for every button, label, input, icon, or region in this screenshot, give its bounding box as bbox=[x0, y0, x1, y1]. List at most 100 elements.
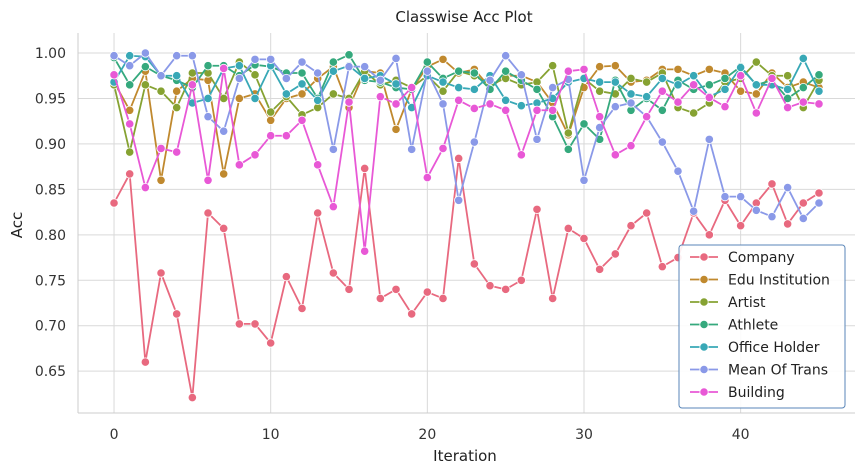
data-point bbox=[172, 51, 182, 61]
data-point bbox=[751, 89, 761, 99]
data-point bbox=[563, 223, 573, 234]
series-mean-of-trans bbox=[109, 48, 824, 224]
data-point bbox=[579, 119, 589, 129]
data-point bbox=[140, 48, 150, 58]
data-point bbox=[140, 182, 150, 193]
data-point bbox=[234, 160, 244, 170]
data-point bbox=[328, 66, 338, 76]
data-point bbox=[360, 62, 370, 72]
data-point bbox=[328, 202, 338, 212]
data-point bbox=[736, 192, 746, 202]
series-line bbox=[113, 67, 820, 253]
data-point bbox=[751, 108, 761, 118]
data-point bbox=[501, 66, 511, 76]
y-axis-title: Acc bbox=[8, 212, 26, 239]
data-point bbox=[203, 61, 213, 71]
data-point bbox=[610, 150, 620, 160]
data-point bbox=[673, 97, 683, 107]
data-point bbox=[203, 208, 213, 218]
data-point bbox=[767, 179, 777, 189]
data-point bbox=[798, 198, 808, 208]
data-point bbox=[610, 61, 620, 71]
series-line bbox=[113, 157, 820, 399]
legend-marker bbox=[699, 274, 709, 285]
data-point bbox=[657, 262, 667, 272]
legend-marker bbox=[699, 364, 709, 375]
data-point bbox=[626, 73, 636, 84]
data-point bbox=[109, 198, 119, 208]
data-point bbox=[407, 82, 417, 93]
data-point bbox=[187, 51, 197, 61]
data-point bbox=[673, 166, 683, 176]
series-line bbox=[113, 52, 820, 220]
data-point bbox=[532, 84, 542, 94]
data-point bbox=[125, 119, 135, 129]
data-point bbox=[156, 268, 166, 278]
data-point bbox=[501, 105, 511, 115]
data-point bbox=[203, 175, 213, 185]
series-building bbox=[109, 63, 824, 256]
data-point bbox=[125, 80, 135, 90]
data-point bbox=[798, 97, 808, 107]
data-point bbox=[360, 246, 370, 256]
data-point bbox=[501, 95, 511, 105]
data-point bbox=[642, 208, 652, 218]
series-line bbox=[113, 61, 820, 153]
data-point bbox=[563, 66, 573, 76]
data-point bbox=[438, 293, 448, 304]
data-series bbox=[109, 48, 824, 403]
data-point bbox=[595, 62, 605, 72]
legend-marker bbox=[699, 387, 709, 397]
data-point bbox=[626, 141, 636, 151]
data-point bbox=[422, 287, 432, 297]
x-tick-label: 0 bbox=[110, 427, 119, 443]
data-point bbox=[673, 80, 683, 90]
data-point bbox=[328, 57, 338, 67]
data-point bbox=[767, 212, 777, 222]
data-point bbox=[736, 86, 746, 96]
data-point bbox=[783, 182, 793, 193]
data-point bbox=[516, 101, 526, 111]
data-point bbox=[109, 51, 119, 61]
legend-label: Mean Of Trans bbox=[728, 363, 828, 379]
legend-frame bbox=[678, 244, 846, 409]
data-point bbox=[751, 80, 761, 90]
data-point bbox=[704, 92, 714, 103]
data-point bbox=[563, 128, 573, 138]
data-point bbox=[422, 172, 432, 183]
data-point bbox=[140, 62, 150, 72]
data-point bbox=[234, 319, 244, 329]
data-point bbox=[751, 205, 761, 215]
data-point bbox=[297, 79, 307, 89]
data-point bbox=[689, 80, 699, 90]
data-point bbox=[156, 143, 166, 154]
data-point bbox=[156, 175, 166, 185]
data-point bbox=[657, 86, 667, 96]
data-point bbox=[344, 97, 354, 107]
data-point bbox=[642, 112, 652, 122]
data-point bbox=[595, 86, 605, 96]
data-point bbox=[454, 195, 464, 205]
data-point bbox=[391, 284, 401, 294]
y-tick-label: 0.65 bbox=[35, 364, 66, 380]
legend-item: Edu Institution bbox=[690, 273, 830, 289]
data-point bbox=[109, 70, 119, 80]
data-point bbox=[266, 338, 276, 348]
data-point bbox=[689, 108, 699, 118]
data-point bbox=[736, 62, 746, 73]
data-point bbox=[720, 73, 730, 84]
data-point bbox=[281, 131, 291, 141]
data-point bbox=[485, 281, 495, 291]
legend-marker bbox=[699, 252, 709, 262]
data-point bbox=[657, 73, 667, 84]
data-point bbox=[281, 272, 291, 282]
data-point bbox=[313, 208, 323, 218]
legend-marker bbox=[699, 297, 709, 307]
chart-title: Classwise Acc Plot bbox=[395, 8, 532, 26]
data-point bbox=[281, 89, 291, 99]
data-point bbox=[548, 82, 558, 93]
axes bbox=[77, 33, 855, 414]
legend-label: Company bbox=[728, 250, 795, 266]
